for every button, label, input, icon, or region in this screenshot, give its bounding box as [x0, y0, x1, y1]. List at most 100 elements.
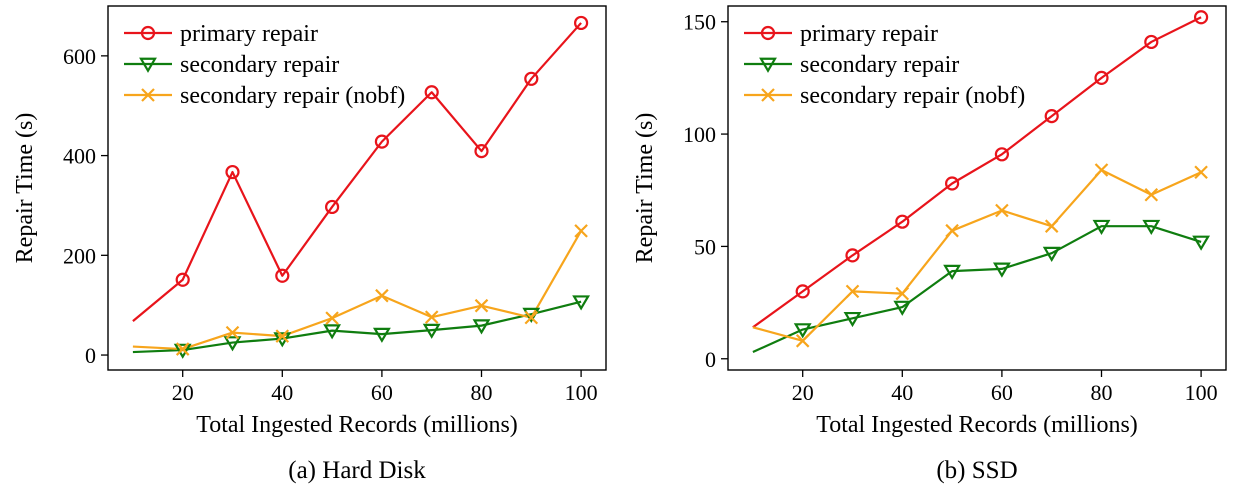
x-tick-label: 20 [172, 380, 194, 405]
legend-label: secondary repair (nobf) [800, 83, 1025, 109]
legend-label: primary repair [800, 21, 938, 47]
x-tick-label: 60 [371, 380, 393, 405]
x-tick-label: 40 [271, 380, 293, 405]
legend: primary repair secondary repair secondary … [744, 21, 1025, 109]
data-point-primary [225, 164, 240, 180]
series-line-primary [132, 22, 582, 322]
data-point-primary [1094, 70, 1109, 86]
panel-caption: (b) SSD [936, 457, 1017, 484]
data-point-secondary [223, 336, 242, 352]
data-point-secondary-nobf [945, 223, 959, 238]
data-point-secondary-nobf [524, 310, 539, 325]
x-axis-label: Total Ingested Records (millions) [816, 412, 1138, 438]
x-tick-label: 80 [1091, 380, 1113, 405]
data-point-secondary [893, 300, 912, 316]
data-point-secondary-nobf [474, 298, 489, 313]
legend-marker [761, 88, 775, 102]
legend-label: secondary repair [800, 52, 959, 78]
data-point-secondary [793, 323, 812, 339]
data-point-primary [175, 272, 190, 287]
legend-label: secondary repair (nobf) [180, 83, 405, 109]
legend-marker [760, 25, 776, 41]
legend-marker [139, 57, 157, 73]
data-point-secondary-nobf [845, 284, 860, 299]
data-point-secondary [173, 343, 192, 359]
x-tick-label: 40 [891, 380, 913, 405]
legend-label: primary repair [180, 21, 318, 47]
data-point-primary [573, 15, 589, 31]
data-point-secondary-nobf [995, 203, 1009, 218]
data-point-primary [275, 268, 290, 283]
data-point-secondary [372, 327, 391, 343]
x-tick-label: 80 [471, 380, 493, 405]
legend-marker [141, 88, 155, 102]
y-tick-label: 150 [683, 10, 716, 35]
data-point-secondary [323, 324, 342, 340]
data-point-primary [994, 147, 1010, 162]
data-point-secondary-nobf [1094, 163, 1109, 177]
data-point-secondary-nobf [1044, 219, 1059, 233]
series-line-secondary [132, 300, 582, 354]
y-tick-label: 200 [63, 243, 96, 268]
data-point-primary [325, 199, 340, 215]
data-point-primary [845, 248, 860, 263]
data-point-primary [1193, 10, 1209, 25]
y-axis-label: Repair Time (s) [632, 113, 658, 264]
data-point-primary [1044, 108, 1059, 124]
hard-disk-chart: 20 40 60 80 100 0 200 400 600 Total Ingested Reco… [12, 5, 607, 484]
data-point-secondary [992, 262, 1011, 278]
data-point-primary [474, 144, 489, 159]
x-tick-label: 20 [792, 380, 814, 405]
data-point-secondary [1192, 235, 1211, 251]
y-tick-label: 100 [683, 122, 716, 147]
series-line-primary [752, 16, 1202, 329]
data-point-secondary-nobf [574, 224, 588, 238]
legend-label: secondary repair [180, 52, 339, 78]
legend-marker [759, 57, 777, 73]
data-point-secondary-nobf [1194, 165, 1208, 180]
data-point-secondary [1042, 246, 1061, 262]
x-tick-label: 60 [991, 380, 1013, 405]
data-point-primary [795, 284, 810, 299]
panel-caption: (a) Hard Disk [288, 457, 426, 484]
x-tick-label: 100 [1185, 380, 1218, 405]
y-axis-label: Repair Time (s) [12, 113, 38, 264]
data-point-secondary-nobf [175, 342, 190, 356]
data-point-primary [1144, 34, 1159, 50]
legend: primary repair secondary repair secondary … [124, 21, 405, 109]
data-point-secondary-nobf [275, 329, 290, 343]
data-point-secondary-nobf [325, 311, 339, 325]
x-tick-label: 100 [565, 380, 598, 405]
series-line-secondary-nobf [132, 230, 583, 351]
plot-frame [107, 5, 607, 371]
data-point-secondary-nobf [1144, 187, 1159, 202]
data-point-secondary [1142, 219, 1161, 236]
data-point-primary [944, 176, 960, 191]
series-line-secondary [752, 225, 1202, 354]
data-point-primary [524, 71, 539, 86]
data-point-secondary [943, 264, 962, 280]
data-point-primary [374, 134, 389, 149]
y-tick-label: 400 [63, 144, 96, 169]
series-line-secondary-nobf [752, 168, 1202, 342]
x-axis-label: Total Ingested Records (millions) [196, 412, 518, 438]
data-point-secondary [422, 323, 441, 339]
data-point-secondary-nobf [375, 288, 389, 303]
data-point-secondary-nobf [225, 325, 240, 340]
data-point-secondary [843, 311, 862, 328]
data-point-secondary [572, 295, 591, 311]
y-tick-label: 0 [85, 343, 96, 368]
y-tick-label: 600 [63, 44, 96, 69]
data-point-secondary [472, 319, 491, 335]
data-point-secondary [1092, 219, 1111, 236]
ssd-chart: 20 40 60 80 100 0 50 100 150 Total Ingested Recor… [632, 5, 1227, 484]
plot-frame [727, 5, 1227, 371]
data-point-secondary-nobf [424, 310, 439, 324]
y-tick-label: 50 [694, 234, 716, 259]
data-point-primary [424, 85, 439, 100]
data-point-secondary-nobf [795, 334, 810, 348]
data-point-primary [895, 214, 910, 229]
legend-marker [140, 25, 156, 41]
y-tick-label: 0 [705, 347, 716, 372]
